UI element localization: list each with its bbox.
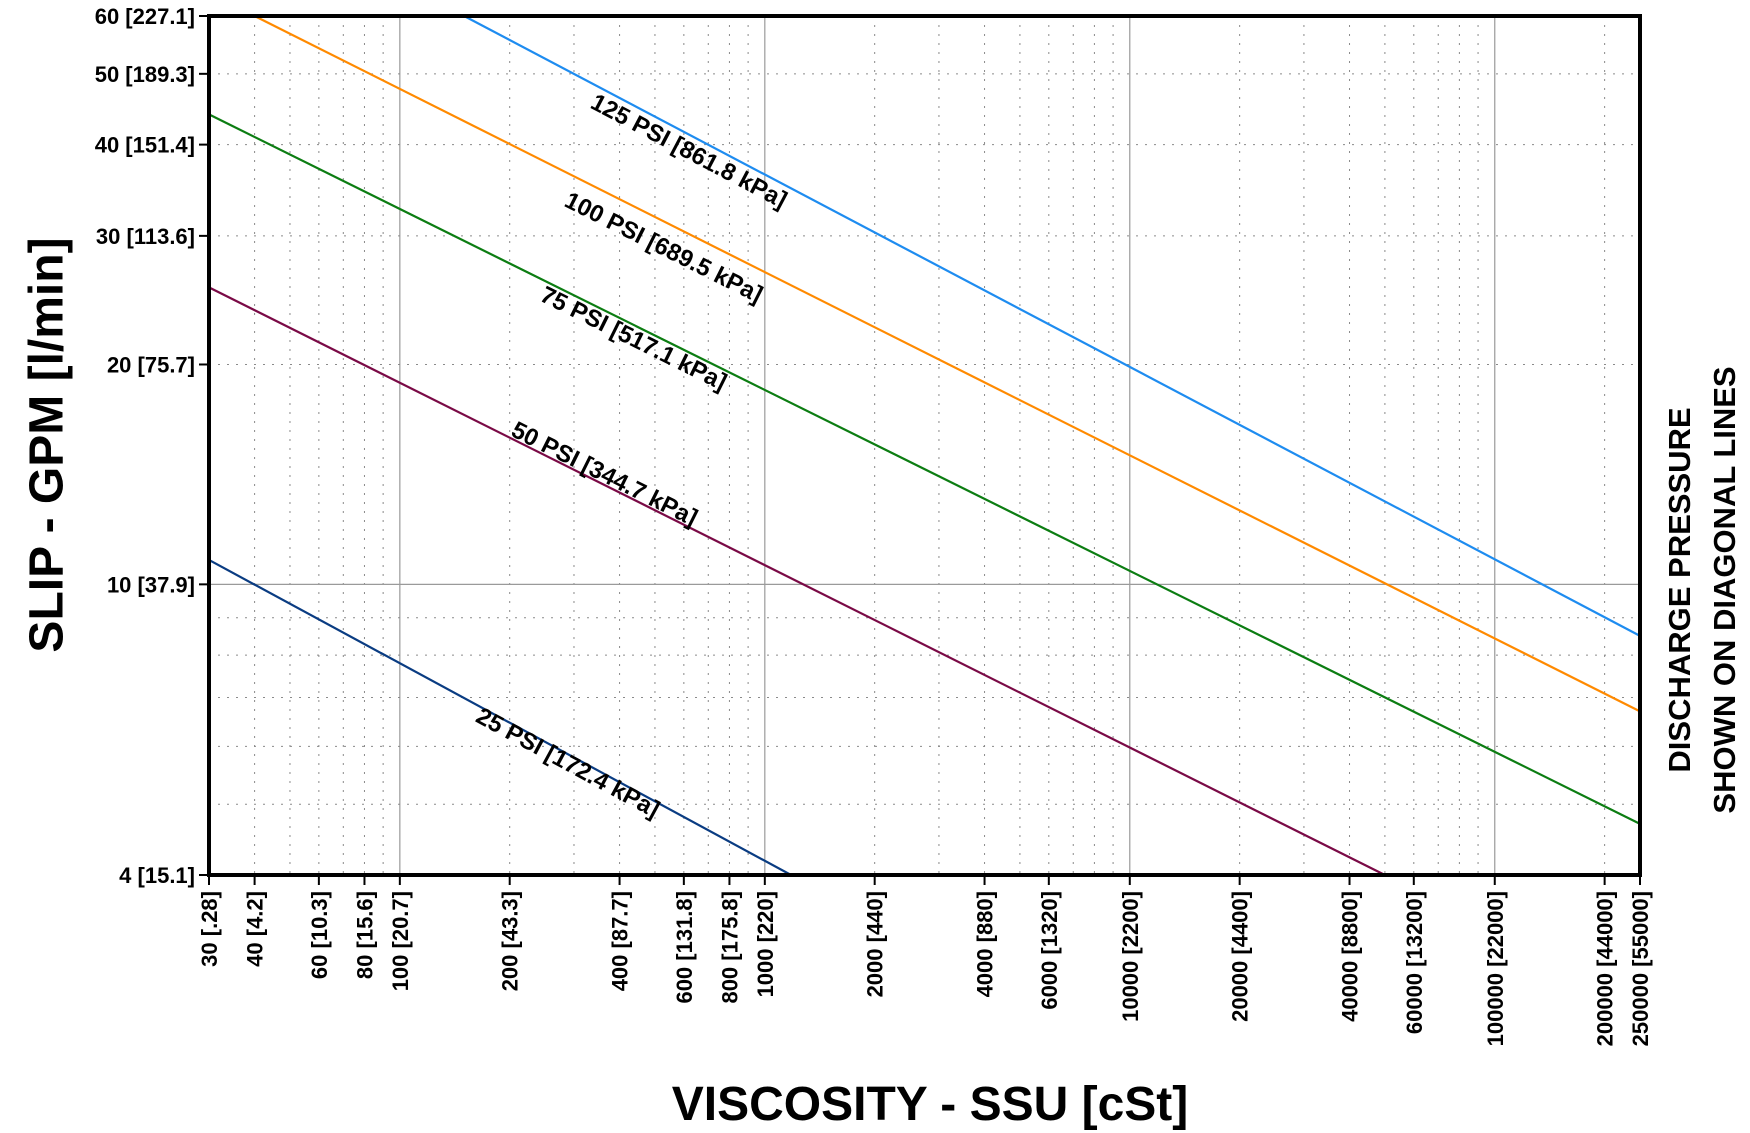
y-tick-label: 60 [227.1] [95, 4, 195, 29]
series-label: 50 PSI [344.7 kPa] [507, 416, 702, 531]
right-note-line-1: DISCHARGE PRESSURE [1662, 407, 1697, 772]
x-tick-label: 2000 [440] [863, 891, 888, 997]
x-axis-ticks: 30 [.28] 40 [4.2] 60 [10.3] 80 [15.6] 100 [2… [197, 875, 1653, 1046]
series-line [208, 113, 1641, 825]
series-labels: 125 PSI [861.8 kPa]100 PSI [689.5 kPa]75… [471, 89, 791, 824]
x-tick-label: 100000 [22000] [1483, 891, 1508, 1046]
series-line [254, 15, 1641, 713]
series-line [208, 286, 1386, 876]
x-tick-label: 200000 [44000] [1593, 891, 1618, 1046]
y-tick-label: 4 [15.1] [119, 863, 195, 888]
y-axis-title: SLIP - GPM [l/min] [21, 237, 74, 652]
series-line [208, 558, 792, 876]
series-lines [208, 15, 1641, 876]
x-tick-label: 400 [87.7] [608, 891, 633, 991]
x-tick-label: 40 [4.2] [243, 891, 268, 967]
right-note-line-2: SHOWN ON DIAGONAL LINES [1707, 366, 1742, 813]
y-tick-label: 50 [189.3] [95, 62, 195, 87]
series-label: 125 PSI [861.8 kPa] [586, 89, 791, 214]
series-label: 100 PSI [689.5 kPa] [560, 187, 766, 309]
y-tick-label: 20 [75.7] [107, 352, 195, 377]
x-tick-label: 40000 [8800] [1338, 891, 1363, 1022]
x-tick-label: 10000 [2200] [1118, 891, 1143, 1022]
x-tick-label: 250000 [55000] [1628, 891, 1653, 1046]
y-tick-label: 40 [151.4] [95, 133, 195, 158]
x-axis-title: VISCOSITY - SSU [cSt] [672, 1078, 1189, 1131]
x-tick-label: 4000 [880] [973, 891, 998, 997]
x-tick-label: 600 [131.8] [672, 891, 697, 1004]
x-tick-label: 1000 [220] [753, 891, 778, 997]
x-tick-label: 30 [.28] [197, 891, 222, 967]
y-tick-label: 10 [37.9] [107, 572, 195, 597]
x-tick-label: 60 [10.3] [307, 891, 332, 979]
x-tick-label: 6000 [1320] [1037, 891, 1062, 1010]
series-label: 75 PSI [517.1 kPa] [536, 281, 731, 396]
plot-frame [207, 14, 1642, 877]
series-label: 25 PSI [172.4 kPa] [471, 703, 663, 824]
y-tick-label: 30 [113.6] [96, 224, 195, 249]
x-tick-label: 80 [15.6] [352, 891, 377, 979]
x-tick-label: 800 [175.8] [717, 891, 742, 1004]
grid [209, 16, 1640, 875]
x-tick-label: 20000 [4400] [1228, 891, 1253, 1022]
x-tick-label: 60000 [13200] [1402, 891, 1427, 1034]
x-tick-label: 200 [43.3] [498, 891, 523, 991]
series-line [463, 15, 1641, 637]
x-tick-label: 100 [20.7] [388, 891, 413, 991]
y-axis-ticks: 4 [15.1] 10 [37.9] 20 [75.7] 30 [113.6] 40 [… [95, 4, 209, 888]
